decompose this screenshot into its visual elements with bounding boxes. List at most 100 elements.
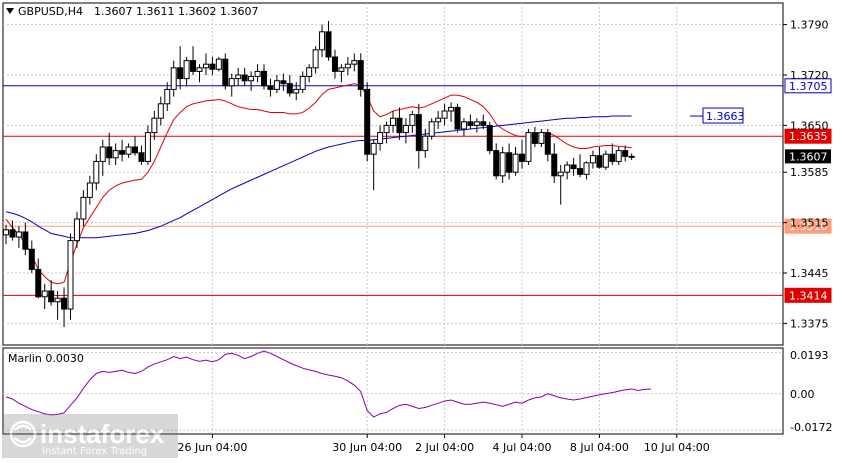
candle-body [473,121,480,126]
candle-body [486,124,493,152]
candle-body [415,114,422,152]
candle [41,283,48,309]
price-axis: 1.3790 1.3720 1.3650 1.3585 1.3515 1.3445 1.33… [783,19,829,330]
candle-body [564,164,571,173]
candle-body [357,60,364,90]
candle [602,150,609,171]
level-tag-1.3705 [784,78,832,94]
candle [248,71,255,91]
candle [254,64,261,83]
candle [312,46,319,74]
candle [583,161,590,180]
candle [267,78,274,97]
candle [506,143,513,180]
candle [241,67,248,86]
candle [196,64,203,83]
callout-box[interactable] [702,107,744,124]
oscillator [5,350,652,418]
candle [177,46,184,90]
candle [615,147,622,165]
candle [106,132,113,165]
candle [61,287,68,327]
indicator-axis-label-zero: 0.00 [790,388,815,401]
candle-body [99,146,106,162]
candle [499,147,506,183]
candle-body [261,70,267,87]
indicator-name-label: Marlin 0.0030 [8,352,84,365]
candle-body [151,117,158,134]
candle-body [583,162,590,175]
candle [80,190,87,227]
candle-body [351,60,358,65]
candle [157,96,164,126]
horizontal-levels: 1.3705 1.3635 1.3510 1.3414 1.3607 1.3663 [3,78,832,303]
level-label: 1.3414 [789,289,828,302]
candle-body [383,124,390,134]
candle [435,111,442,129]
candle [415,103,422,169]
candle-body [202,63,209,69]
candle-body [622,150,629,157]
candle [531,126,538,147]
candle-body [41,290,48,298]
candle [512,147,519,176]
candle [86,175,93,205]
candle [202,53,209,75]
level-label: 1.3635 [789,130,828,143]
candle-body [312,49,319,69]
candle-body [170,67,177,90]
candle [164,82,171,111]
candle [73,211,80,248]
candle-body [286,83,293,94]
candle [577,154,584,178]
watermark-backdrop [2,414,178,458]
candle-body [15,231,22,238]
candle [370,139,377,191]
candle [9,220,16,241]
candle-body [22,231,29,250]
candle-body [177,67,184,80]
candle-body [299,75,306,90]
candle-body [241,74,248,82]
candle [480,114,487,129]
candle-body [209,63,216,70]
candle-body [519,153,525,162]
candle [493,143,500,180]
watermark-tagline: Instant Forex Trading [42,446,147,457]
candle [15,226,22,248]
candle [144,125,151,165]
chart-menu-triangle-icon[interactable] [6,8,14,14]
candle [557,165,564,205]
candle-body [538,132,545,144]
candle [325,21,332,61]
candle [460,118,467,137]
candle-body [325,31,332,58]
candle-body [28,248,35,270]
candle-body [377,132,384,144]
candle-body [331,56,338,72]
candle-body [602,153,609,168]
level-label: 1.3705 [789,80,828,93]
candle [422,129,429,158]
candle-body [435,117,442,123]
candle-body [512,153,519,173]
candle-body [48,290,55,303]
candles [3,21,635,327]
candle [319,24,326,57]
x-tick-label: 2 Jul 04:00 [415,441,474,454]
indicator-axis-label-bottom: -0.0172 [790,421,832,434]
y-tick-label: 1.3585 [790,166,829,179]
candle [48,280,55,306]
level-tag-1.3510 [784,218,832,234]
candle-body [551,153,558,177]
ma_slow-line [5,115,632,239]
candle-body [190,60,197,72]
candle [351,53,358,72]
candle [215,57,222,72]
candle-body [112,150,119,159]
instaforex-logo-icon [9,420,37,448]
candle [409,111,416,133]
candle-body [293,88,300,94]
candle-body [80,196,87,220]
